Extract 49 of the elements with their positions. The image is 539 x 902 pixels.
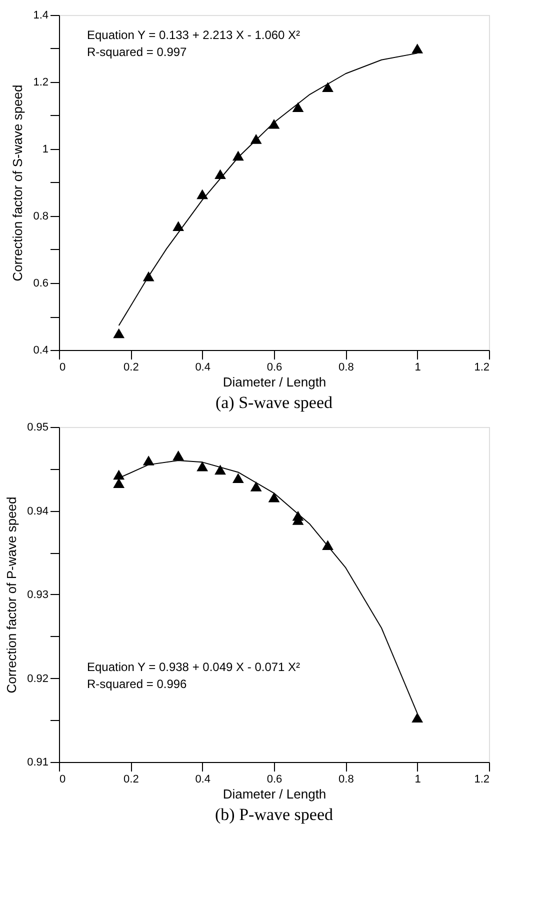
x-tick-label: 0.4 [195,774,210,786]
x-tick-label: 0.6 [266,774,282,786]
point [250,482,262,492]
x-axis-title: Diameter / Length [222,374,326,390]
point [322,82,334,92]
point [214,464,226,475]
y-axis-title: Correction factor of S-wave speed [10,84,26,282]
y-axis-title: Correction factor of P-wave speed [4,496,20,694]
x-tick-label: 1 [414,774,421,786]
x-tick-label: 1.2 [474,774,490,786]
y-tick-label: 0.95 [27,422,48,434]
y-tick-label: 0.92 [27,672,48,685]
text: (b) P-wave speed [214,805,334,824]
text: (a) S-wave speed [215,393,334,412]
point [232,473,244,484]
y-tick-label: 0.4 [33,344,48,356]
y-tick-label: 1 [42,144,48,156]
y-tick-label: 0.8 [33,210,48,222]
x-tick-label: 1.2 [474,362,490,374]
y-tick-label: 1.2 [33,76,48,88]
point [196,461,208,472]
annotation: R-squared = 0.997 [87,45,188,59]
point [172,450,184,460]
x-tick-label: 0.2 [124,774,139,786]
y-tick-label: 1.4 [33,10,48,22]
point [268,492,280,502]
point [113,478,125,488]
x-tick-label: 1 [414,362,421,374]
x-tick-label: 0.2 [124,362,139,374]
x-tick-label: 0 [60,362,66,374]
x-tick-label: 0.6 [266,362,282,374]
x-tick-label: 0 [60,774,66,786]
x-tick-label: 0.8 [338,774,354,786]
point [113,328,125,338]
annotation: Equation Y = 0.133 + 2.213 X - 1.060 X² [87,28,300,42]
y-tick-label: 0.93 [27,589,48,601]
point [172,221,184,231]
point [214,169,226,180]
y-tick-label: 0.94 [27,505,48,518]
y-tick-label: 0.91 [27,756,48,768]
x-tick-label: 0.4 [195,362,210,374]
point [412,712,424,723]
point [292,102,304,112]
annotation: R-squared = 0.996 [87,677,188,691]
x-axis-title: Diameter / Length [222,786,326,802]
x-tick-label: 0.8 [338,362,354,374]
annotation: Equation Y = 0.938 + 0.049 X - 0.071 X² [87,660,300,674]
point [412,44,424,54]
y-tick-label: 0.6 [33,278,48,290]
